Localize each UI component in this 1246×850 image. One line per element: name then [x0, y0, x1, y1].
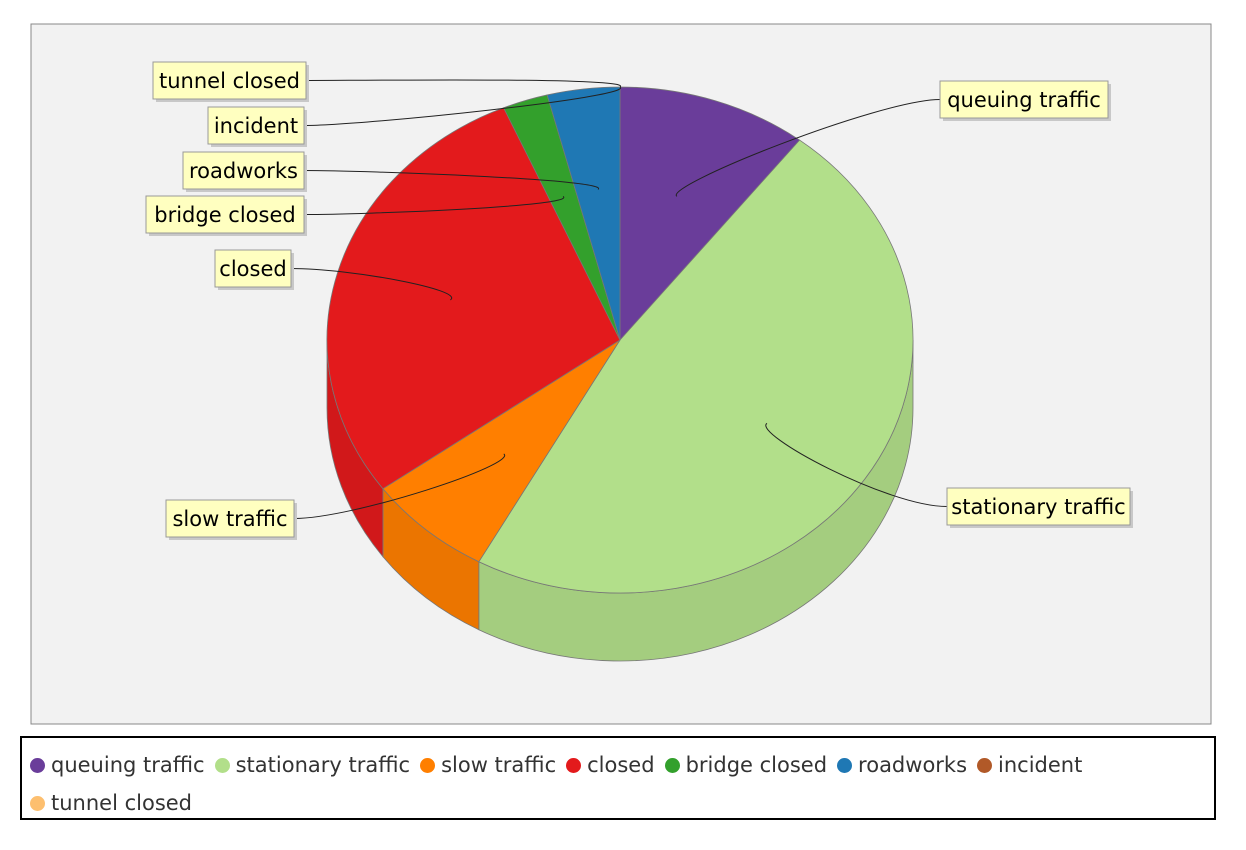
legend-swatch-incident — [977, 758, 992, 773]
legend-item-slow-traffic: slow traffic — [420, 746, 556, 784]
legend-swatch-closed — [566, 758, 581, 773]
legend-label-queuing-traffic: queuing traffic — [51, 753, 205, 777]
callout-label-incident: incident — [214, 114, 298, 138]
legend-swatch-roadworks — [837, 758, 852, 773]
callout-label-closed: closed — [219, 257, 286, 281]
legend-swatch-tunnel-closed — [30, 796, 45, 811]
pie-tops — [327, 87, 913, 593]
legend-item-queuing-traffic: queuing traffic — [30, 746, 205, 784]
callout-label-bridge-closed: bridge closed — [154, 203, 295, 227]
legend-label-closed: closed — [587, 753, 654, 777]
legend-item-bridge-closed: bridge closed — [665, 746, 827, 784]
legend-label-stationary-traffic: stationary traffic — [236, 753, 410, 777]
callout-label-roadworks: roadworks — [189, 159, 298, 183]
legend-label-incident: incident — [998, 753, 1082, 777]
legend-label-tunnel-closed: tunnel closed — [51, 791, 192, 815]
legend-label-slow-traffic: slow traffic — [441, 753, 556, 777]
legend-item-stationary-traffic: stationary traffic — [215, 746, 410, 784]
legend-label-bridge-closed: bridge closed — [686, 753, 827, 777]
callout-label-stationary-traffic: stationary traffic — [951, 495, 1125, 519]
legend-swatch-stationary-traffic — [215, 758, 230, 773]
legend-item-incident: incident — [977, 746, 1082, 784]
legend-item-closed: closed — [566, 746, 654, 784]
legend-swatch-queuing-traffic — [30, 758, 45, 773]
callout-label-queuing-traffic: queuing traffic — [947, 88, 1101, 112]
legend-item-roadworks: roadworks — [837, 746, 967, 784]
legend-swatch-bridge-closed — [665, 758, 680, 773]
legend-swatch-slow-traffic — [420, 758, 435, 773]
callout-label-slow-traffic: slow traffic — [172, 507, 287, 531]
callout-label-tunnel-closed: tunnel closed — [159, 69, 300, 93]
legend-item-tunnel-closed: tunnel closed — [30, 784, 192, 822]
legend: queuing traffic stationary traffic slow tr… — [20, 736, 1216, 820]
legend-label-roadworks: roadworks — [858, 753, 967, 777]
